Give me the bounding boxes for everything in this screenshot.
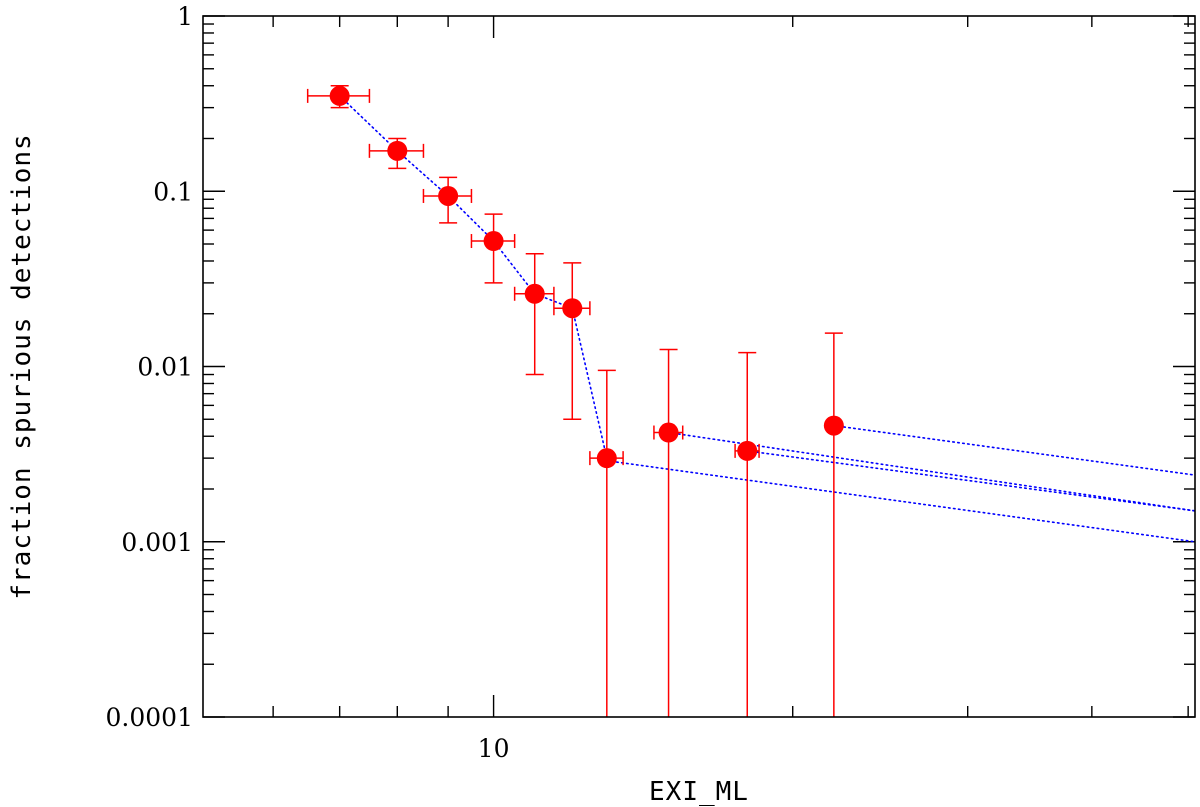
- data-point: [438, 185, 459, 206]
- y-tick-label: 0.1: [153, 177, 193, 206]
- y-tick-label: 0.01: [137, 353, 193, 382]
- data-point: [737, 440, 758, 461]
- data-point: [823, 415, 844, 436]
- data-point: [387, 140, 408, 161]
- data-point: [562, 298, 583, 319]
- data-point: [329, 85, 350, 106]
- error-bars: [306, 84, 843, 717]
- extrapolation-4-line: [833, 424, 1196, 476]
- data-points: [329, 85, 844, 469]
- data-point: [658, 422, 679, 443]
- y-tick-label: 1: [177, 2, 193, 31]
- extrapolation-3-line: [746, 450, 1196, 512]
- extrapolation-1-line: [605, 459, 1196, 543]
- x-tick-label: 10: [478, 734, 510, 763]
- y-tick-label: 0.0001: [106, 703, 193, 732]
- plot-frame: [202, 15, 1196, 718]
- x-axis-title: EXI_ML: [649, 777, 749, 807]
- axis-ticks: [203, 15, 1195, 718]
- extrapolation-2-line: [667, 431, 1196, 512]
- data-point: [596, 448, 617, 469]
- data-point: [524, 283, 545, 304]
- y-axis-title: fraction spurious detections: [7, 133, 37, 599]
- fit-lines: [338, 95, 1196, 543]
- y-tick-label: 0.001: [121, 528, 193, 557]
- tick-labels: 1 0.1 0.01 0.001 0.0001 10: [106, 2, 510, 763]
- data-point: [483, 231, 504, 252]
